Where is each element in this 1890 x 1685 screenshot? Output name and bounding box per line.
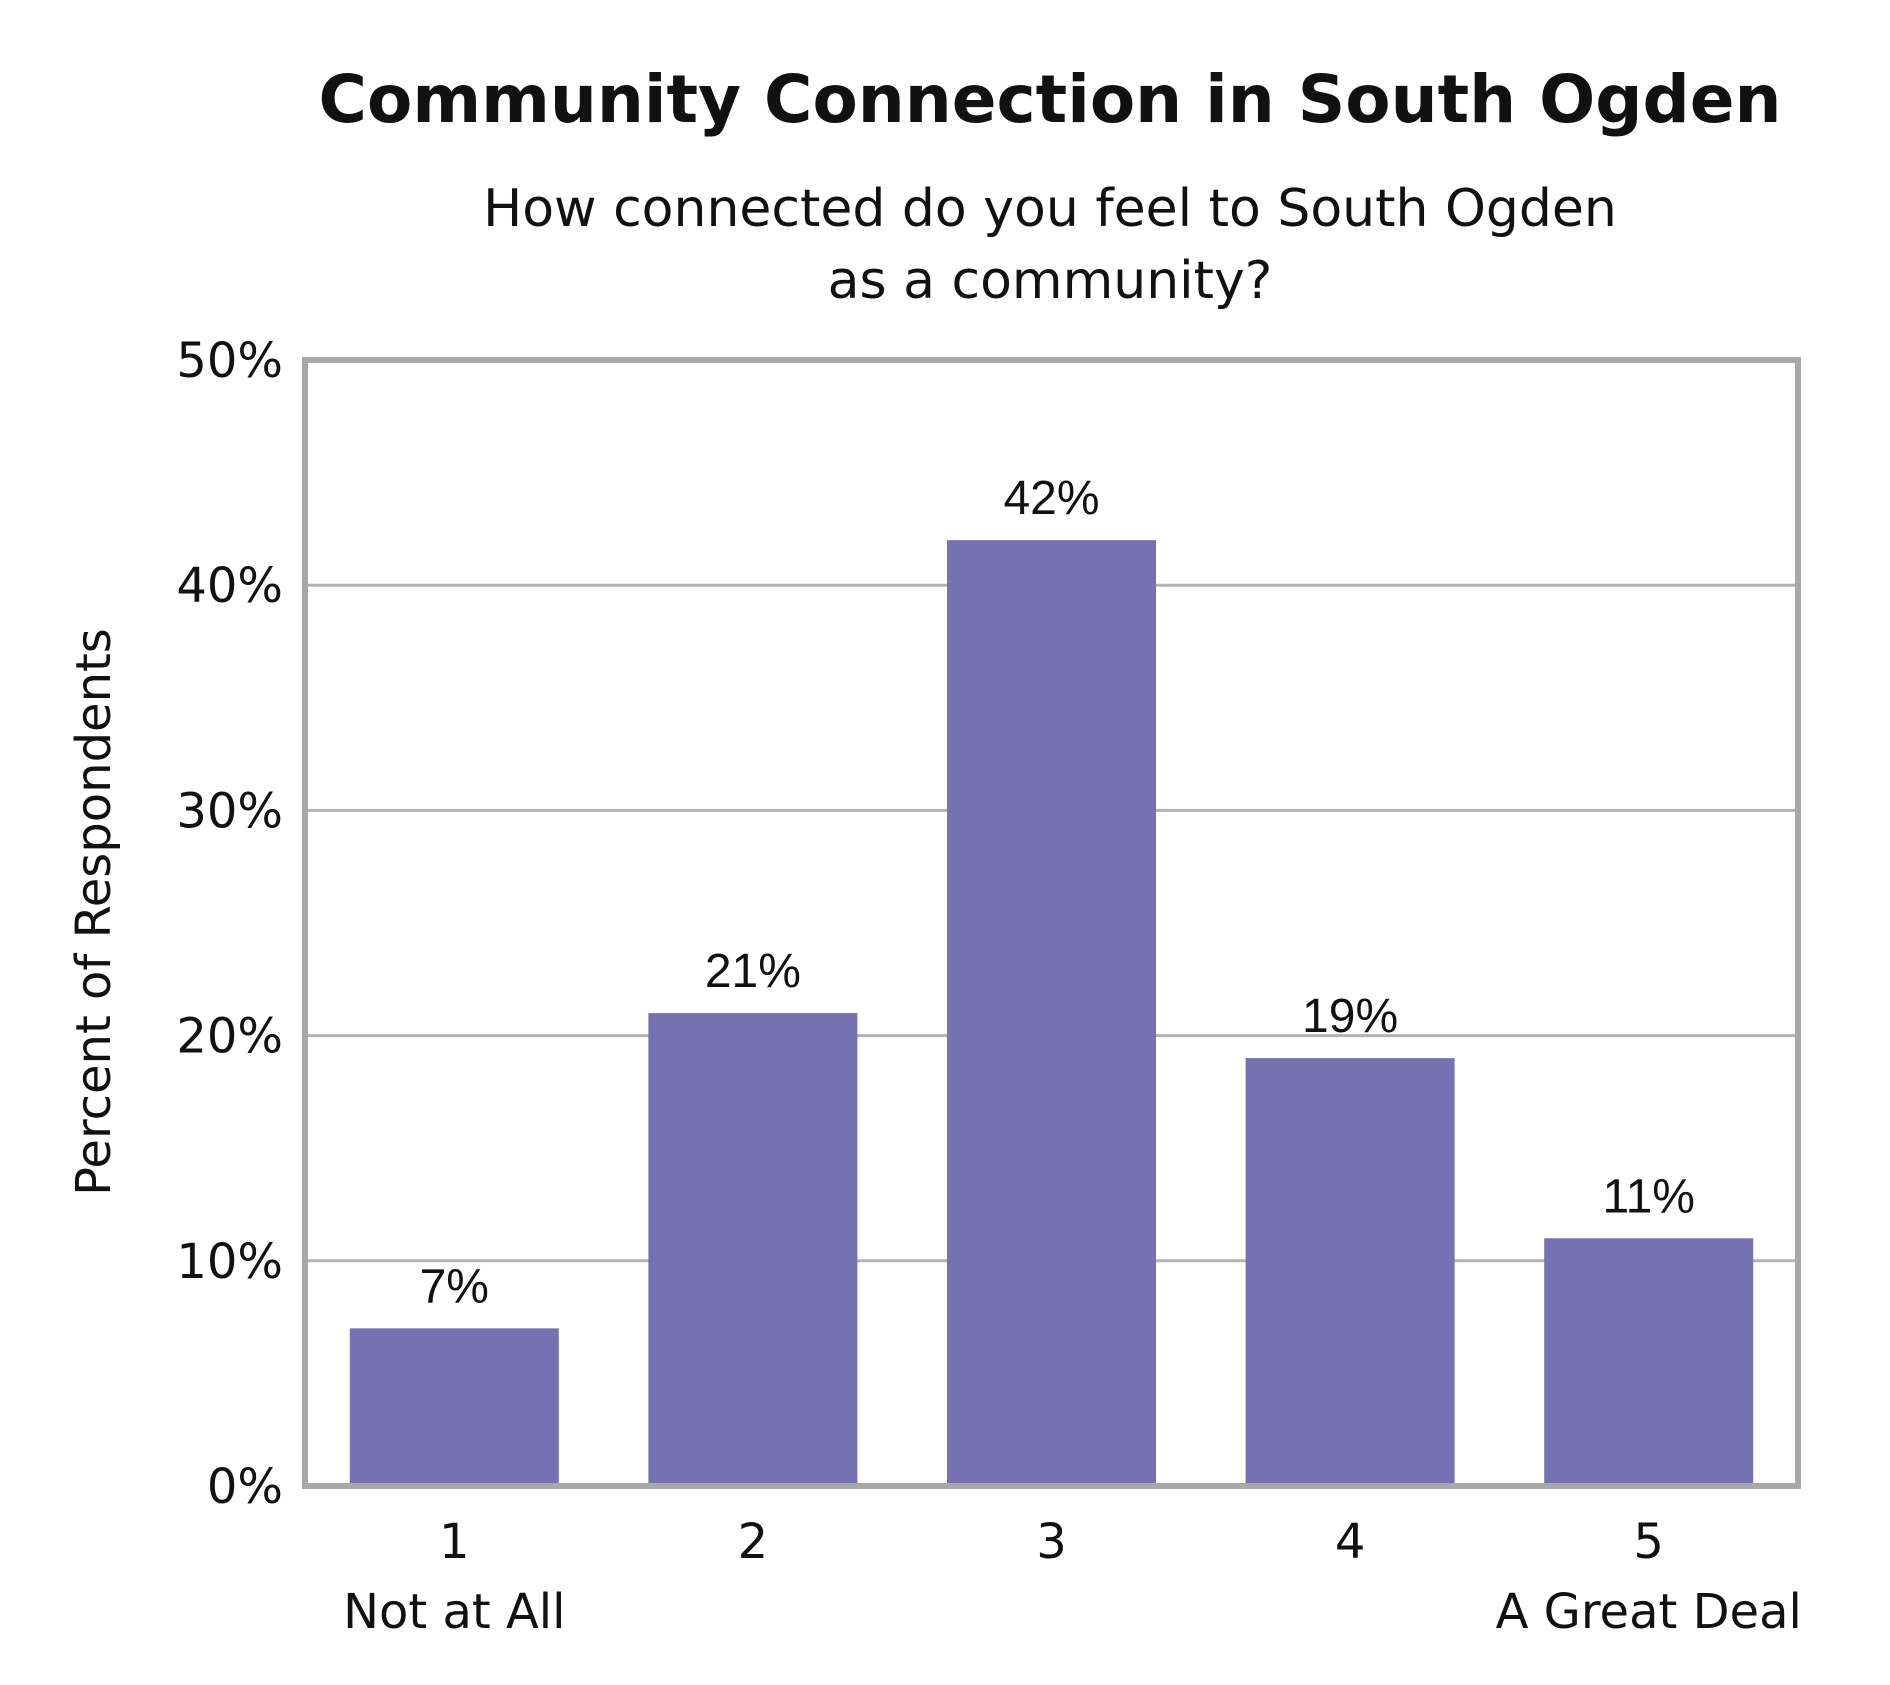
data-label: 21% bbox=[705, 945, 801, 998]
chart-subtitle-line-1: How connected do you feel to South Ogden bbox=[483, 179, 1617, 239]
y-tick-label: 40% bbox=[176, 558, 283, 614]
data-label: 7% bbox=[420, 1260, 489, 1313]
y-axis-title: Percent of Respondents bbox=[66, 628, 122, 1196]
data-label: 42% bbox=[1003, 472, 1099, 525]
plot-area: 0% 10% 20% 30% 40% 50% 7% 1 Not at All 21% 2 42% 3 19… bbox=[176, 333, 1802, 1640]
x-tick-label: 1 bbox=[439, 1514, 470, 1570]
data-label: 11% bbox=[1602, 1170, 1695, 1223]
x-tick-label: 3 bbox=[1036, 1514, 1067, 1570]
y-tick-label: 50% bbox=[176, 333, 283, 389]
data-label: 19% bbox=[1302, 990, 1398, 1043]
x-tick-sublabel: A Great Deal bbox=[1496, 1584, 1802, 1640]
x-tick-label: 4 bbox=[1335, 1514, 1366, 1570]
y-tick-label: 20% bbox=[176, 1009, 283, 1065]
x-tick-label: 2 bbox=[738, 1514, 769, 1570]
chart-title: Community Connection in South Ogden bbox=[319, 61, 1782, 138]
y-tick-label: 0% bbox=[207, 1459, 283, 1515]
bar bbox=[648, 1013, 858, 1486]
x-tick-label: 5 bbox=[1633, 1514, 1664, 1570]
y-tick-label: 10% bbox=[176, 1234, 283, 1290]
bar bbox=[349, 1328, 559, 1486]
y-tick-label: 30% bbox=[176, 783, 283, 839]
plot-frame bbox=[302, 357, 1801, 1489]
chart-subtitle-line-2: as a community? bbox=[828, 251, 1273, 311]
bar bbox=[1245, 1058, 1455, 1486]
bar bbox=[1544, 1238, 1754, 1486]
bar bbox=[946, 540, 1157, 1486]
x-tick-sublabel: Not at All bbox=[343, 1584, 565, 1640]
